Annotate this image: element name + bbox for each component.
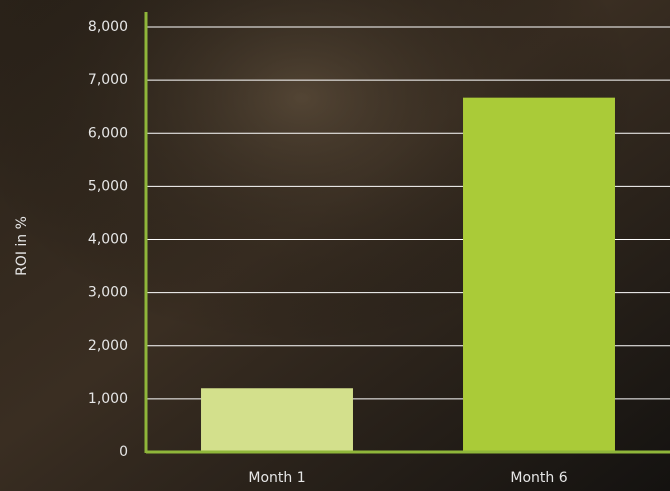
y-axis-label: ROI in %	[14, 216, 30, 276]
y-tick-label: 2,000	[88, 338, 128, 354]
chart: ROI in % 0 1,000 2,000 3,000 4,000 5,000 6,000…	[0, 0, 670, 491]
y-tick-label: 1,000	[88, 391, 128, 407]
y-tick-label: 0	[119, 444, 128, 460]
bar	[201, 388, 353, 452]
x-tick-label: Month 6	[510, 470, 567, 486]
y-tick-label: 4,000	[88, 232, 128, 248]
page: ROI in % 0 1,000 2,000 3,000 4,000 5,000 6,000…	[0, 0, 670, 491]
y-tick-label: 3,000	[88, 285, 128, 301]
y-tick-label: 7,000	[88, 72, 128, 88]
y-tick-label: 6,000	[88, 125, 128, 141]
y-tick-label: 5,000	[88, 178, 128, 194]
x-tick-label: Month 1	[248, 470, 305, 486]
y-tick-label: 8,000	[88, 19, 128, 35]
bar	[463, 98, 615, 452]
